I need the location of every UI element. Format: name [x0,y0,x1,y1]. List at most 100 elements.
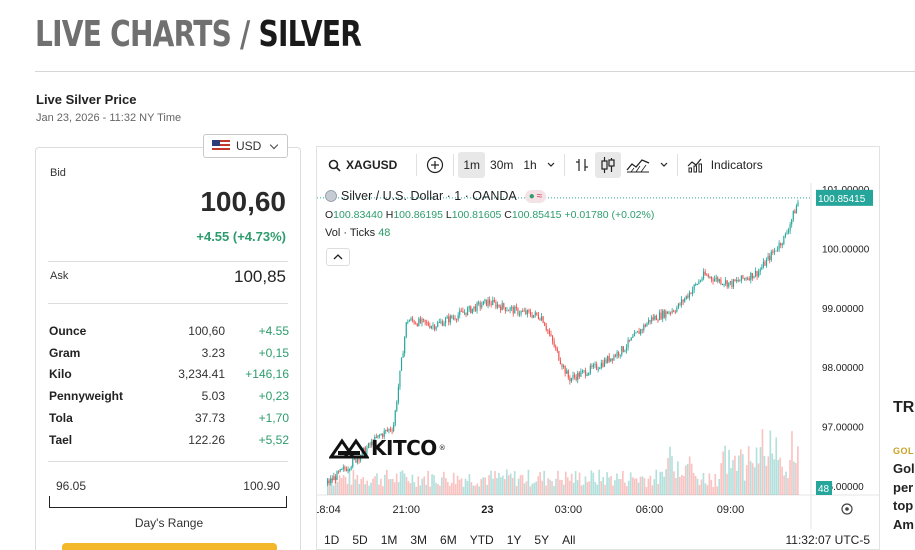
volume-bar [751,463,754,495]
candle-body [607,356,609,363]
range-1y[interactable]: 1Y [506,533,522,547]
volume-bar [783,475,785,495]
clock-timezone[interactable]: 11:32:07 UTC-5 [785,533,871,547]
unit-change: +1,70 [258,411,289,426]
candle-body [729,281,731,283]
volume-bar [521,474,524,495]
chart-widget: XAGUSD 1m 30m 1h Indicators 101. [316,146,880,550]
volume-bar [700,479,703,495]
volume-bar [564,471,567,495]
volume-bar [643,478,646,495]
candle-body [674,311,676,313]
range-3m[interactable]: 3M [410,533,428,547]
range-all[interactable]: All [562,533,576,547]
volume-bar [604,484,606,495]
interval-30m[interactable]: 30m [490,158,514,172]
candle-body [660,312,662,319]
candle-body [537,314,539,319]
candles-button[interactable] [594,152,621,178]
candle-body [585,370,587,376]
candle-body [476,302,478,312]
volume-bar [545,485,547,495]
volume-bar [779,457,781,495]
chart-type-menu-button[interactable] [655,152,673,178]
interval-1h[interactable]: 1h [523,158,537,172]
cta-button[interactable] [62,543,277,550]
unit-change: +146,16 [245,367,289,382]
volume-bar [409,483,412,495]
candle-body [468,306,470,309]
interval-1m[interactable]: 1m [458,152,486,178]
volume-bar [706,485,709,495]
candle-body [736,280,738,282]
candle-body [342,467,344,469]
candle-body [668,312,670,314]
sidebar-article-link[interactable]: Gol per top Am [893,460,915,534]
indicators-button[interactable]: Indicators [682,152,768,178]
range-ytd[interactable]: YTD [469,533,494,547]
last-price-badge [816,189,873,206]
candle-body [575,376,577,380]
sidebar-line: Am [893,516,914,532]
candle-body [681,299,683,305]
volume-bar [543,470,545,495]
market-status-badge: ● ≈ [524,189,547,203]
candle-body [636,331,639,333]
candle-body [750,272,752,281]
volume-bar [411,474,414,495]
indicators-label: Indicators [710,158,763,172]
candle-body [614,355,617,357]
interval-menu-button[interactable] [542,152,560,178]
candle-body [503,303,505,308]
volume-bar [358,483,361,495]
page-title: LIVE CHARTS / SILVER [35,14,362,55]
candle-body [791,219,793,225]
low-value: 100.81605 [451,209,502,221]
candle-body [638,331,640,335]
candle-body [485,299,488,306]
candle-body [758,271,760,277]
symbol-search-button[interactable]: XAGUSD [323,152,402,178]
candle-body [676,307,678,312]
candle-body [671,310,673,313]
volume-bar [523,483,526,495]
range-6m[interactable]: 6M [440,533,457,547]
volume-bar [775,437,778,495]
volume-bar [486,484,488,495]
volume-bar [570,473,573,495]
candle-body [479,302,481,308]
high-label: H [385,209,394,221]
range-1d[interactable]: 1D [324,533,340,547]
table-row: Ounce 100,60 +4.55 [49,320,289,342]
candle-body [679,303,681,305]
candle-body [430,326,432,329]
range-5y[interactable]: 5Y [534,533,550,547]
candle-body [567,370,569,378]
bid-value: 100,60 [200,186,286,217]
volume-bar [791,431,793,495]
currency-select[interactable]: USD [203,134,288,158]
candle-body [544,322,546,326]
range-5d[interactable]: 5D [352,533,368,547]
unit-name: Pennyweight [49,389,124,404]
volume-bar [773,459,776,495]
candle-body [663,310,665,318]
bid-change: +4.55 (+4.73%) [196,229,286,244]
candle-body [581,370,584,372]
volume-bar [511,477,514,495]
candle-body [687,295,689,298]
range-1m[interactable]: 1M [380,533,398,547]
volume-bar [757,463,760,495]
table-row: Gram 3.23 +0,15 [49,342,289,364]
candle-body [787,230,790,233]
bar-style-button[interactable] [569,152,595,178]
candle-body [720,279,722,285]
collapse-legend-button[interactable] [326,248,350,266]
candle-body [732,279,735,287]
area-style-button[interactable] [621,152,655,178]
volume-bar [391,478,394,495]
volume-bar [763,455,766,495]
compare-button[interactable] [421,152,449,178]
price-chart[interactable]: 101.00000100.0000099.0000098.0000097.000… [317,183,879,529]
y-tick-label: 99.00000 [822,304,864,315]
